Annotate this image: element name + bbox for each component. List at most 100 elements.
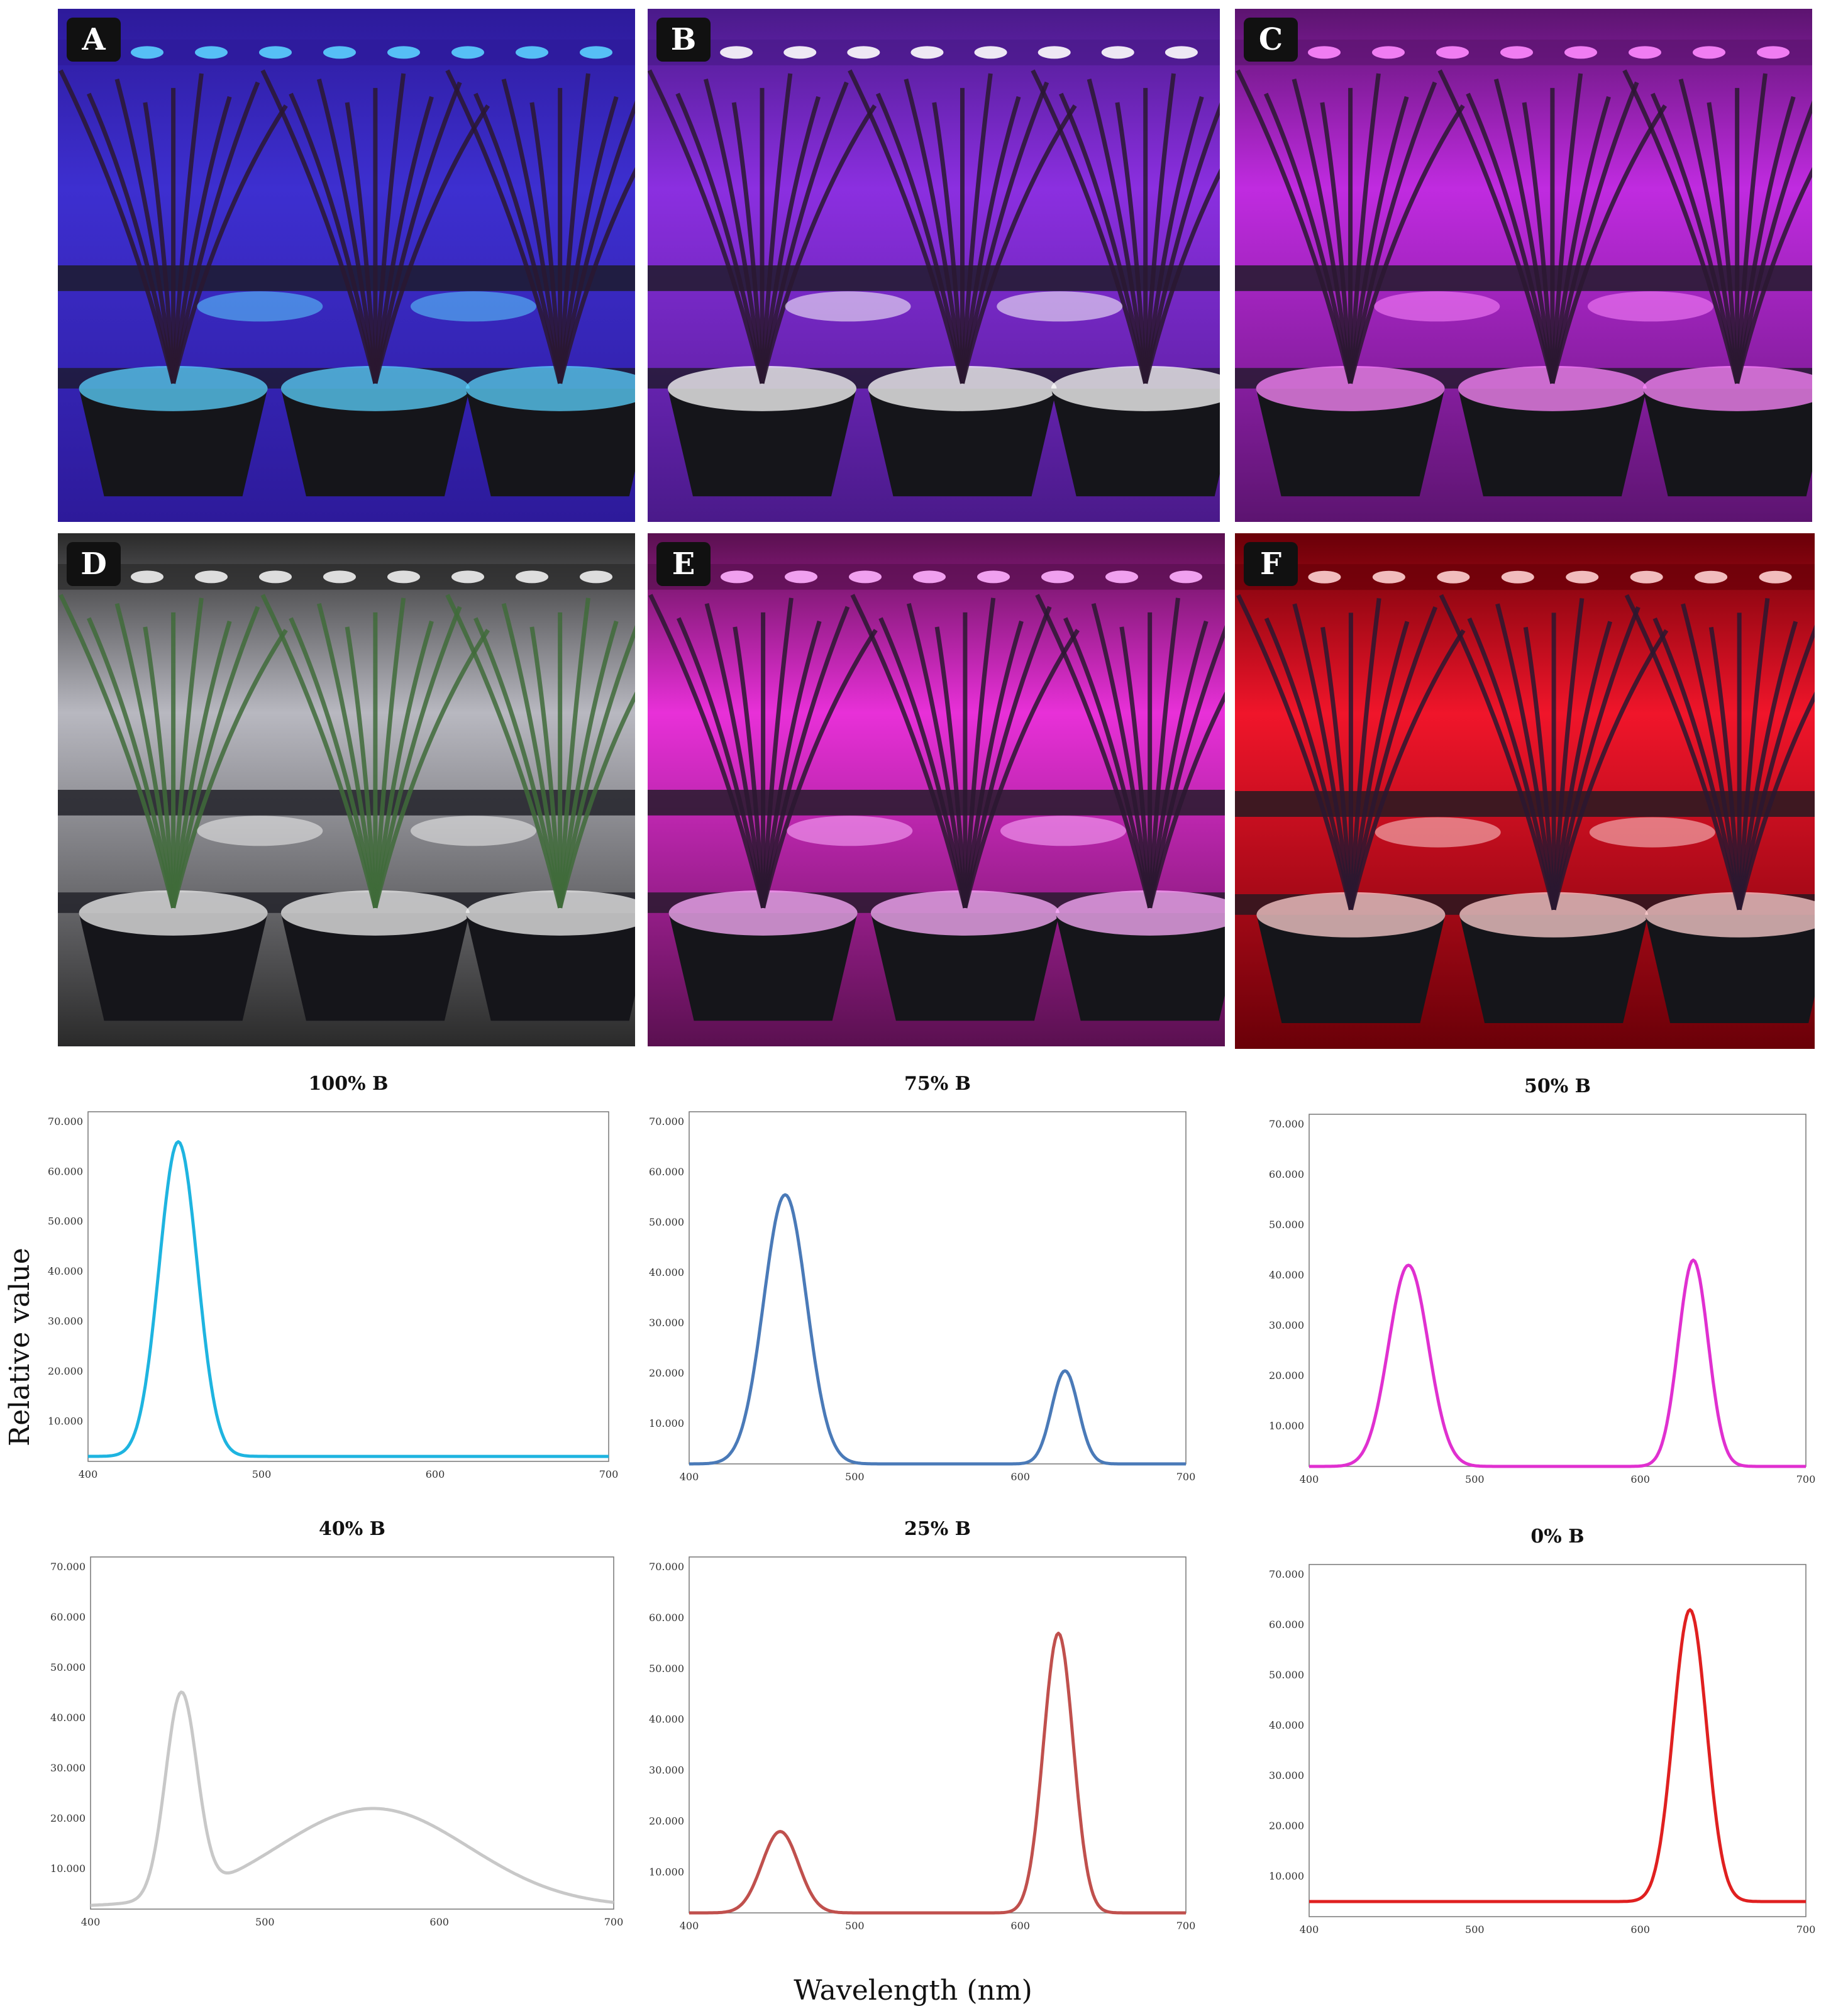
led-lamp bbox=[131, 46, 163, 59]
panel-label: D bbox=[67, 542, 121, 586]
y-tick-label: 50.000 bbox=[1269, 1219, 1304, 1231]
led-lamp bbox=[1500, 46, 1533, 59]
plant-leaf bbox=[760, 81, 849, 384]
led-lamp bbox=[1372, 46, 1405, 59]
plant-leaf bbox=[143, 102, 176, 384]
x-tick-label: 600 bbox=[1630, 1473, 1650, 1485]
plant-leaf bbox=[963, 606, 1052, 909]
plant-leaf bbox=[1264, 618, 1353, 911]
perlite-substrate bbox=[280, 365, 470, 411]
plant-leaf bbox=[1737, 624, 1815, 911]
plant-leaf bbox=[1263, 92, 1353, 384]
y-tick-label: 30.000 bbox=[1269, 1770, 1304, 1781]
photo-d: D bbox=[58, 533, 635, 1046]
plant-leaf bbox=[345, 102, 378, 384]
led-lamp bbox=[1437, 570, 1470, 584]
plant-leaf bbox=[171, 96, 232, 384]
plant-leaf bbox=[316, 79, 378, 384]
led-lamp bbox=[720, 46, 753, 59]
plant-leaf bbox=[934, 626, 968, 908]
perlite-substrate bbox=[1375, 817, 1501, 848]
y-tick-label: 50.000 bbox=[649, 1663, 684, 1675]
plant-leaf bbox=[1148, 691, 1225, 909]
plant-leaf bbox=[675, 92, 765, 384]
led-lamp bbox=[1436, 46, 1469, 59]
perlite-substrate bbox=[668, 890, 858, 936]
led-lamp bbox=[1170, 570, 1202, 584]
y-tick-label: 70.000 bbox=[48, 1116, 83, 1127]
pot bbox=[1256, 388, 1445, 497]
plant-leaf bbox=[1550, 104, 1668, 384]
led-lamp bbox=[977, 570, 1010, 584]
y-tick-label: 60.000 bbox=[48, 1165, 83, 1177]
led-lamp bbox=[451, 570, 484, 584]
chart-50b: 50% B 400 500 600 700 10.000 20.000 30.000 40.00… bbox=[1269, 1075, 1815, 1485]
plant-leaf bbox=[1622, 69, 1740, 384]
led-lamp bbox=[259, 570, 292, 584]
plant-leaf bbox=[1678, 79, 1740, 384]
photo-scene bbox=[1235, 9, 1812, 522]
y-tick-label: 70.000 bbox=[649, 1116, 684, 1127]
y-tick-label: 40.000 bbox=[50, 1712, 86, 1724]
x-tick-label: 400 bbox=[1300, 1924, 1319, 1936]
plant-leaf bbox=[1148, 620, 1209, 909]
pot bbox=[1642, 388, 1812, 497]
plant-leaf bbox=[1551, 597, 1585, 910]
photo-scene bbox=[58, 9, 635, 522]
plant-leaf bbox=[373, 73, 406, 384]
plant-leaf bbox=[1735, 100, 1812, 384]
panel-label: C bbox=[1244, 18, 1298, 62]
led-lamp bbox=[323, 570, 356, 584]
chart-title: 0% B bbox=[1530, 1526, 1585, 1548]
plant-leaf bbox=[316, 603, 378, 909]
plant-leaf bbox=[761, 620, 822, 909]
spectrum-plot: 400 500 600 700 10.000 20.000 30.000 40.000 50.0… bbox=[50, 1556, 623, 1928]
perlite-substrate bbox=[668, 365, 856, 411]
led-lamp bbox=[387, 570, 420, 584]
plant-leaf bbox=[963, 597, 996, 908]
pot bbox=[868, 388, 1057, 497]
pot bbox=[280, 912, 470, 1021]
perlite-substrate bbox=[465, 890, 635, 936]
led-lamp bbox=[974, 46, 1007, 59]
led-lamp bbox=[1759, 570, 1792, 584]
plant-leaf bbox=[1495, 603, 1556, 911]
plant-leaf bbox=[373, 81, 462, 384]
plant-leaf bbox=[1091, 603, 1153, 909]
panel-label: E bbox=[656, 542, 711, 586]
plant-leaf bbox=[1624, 594, 1742, 911]
plant-leaf bbox=[1550, 81, 1639, 384]
y-tick-label: 40.000 bbox=[1269, 1719, 1304, 1731]
plant-leaf bbox=[260, 594, 378, 909]
plant-leaf bbox=[558, 73, 590, 384]
y-tick-label: 20.000 bbox=[1269, 1820, 1304, 1832]
plant-leaf bbox=[1143, 168, 1220, 384]
perlite-substrate bbox=[197, 291, 323, 322]
plant-leaf bbox=[963, 620, 1024, 909]
plant-leaf bbox=[848, 69, 965, 384]
y-tick-label: 70.000 bbox=[50, 1561, 86, 1573]
perlite-substrate bbox=[868, 365, 1057, 411]
led-lamp bbox=[516, 570, 548, 584]
plant-leaf bbox=[373, 629, 490, 909]
x-tick-label: 500 bbox=[1465, 1924, 1485, 1936]
photo-scene bbox=[58, 533, 635, 1046]
x-tick-label: 600 bbox=[1630, 1924, 1650, 1936]
plant-leaf bbox=[960, 81, 1049, 384]
plant-leaf bbox=[1735, 167, 1812, 384]
led-lamp bbox=[721, 570, 753, 584]
x-tick-label: 400 bbox=[79, 1468, 98, 1480]
perlite-substrate bbox=[1642, 365, 1812, 411]
perlite-substrate bbox=[79, 365, 268, 411]
led-lamp bbox=[1501, 570, 1534, 584]
led-lamp bbox=[323, 46, 356, 59]
plant-leaf bbox=[1652, 618, 1742, 911]
plant-leaf bbox=[1059, 92, 1148, 384]
panel-label: A bbox=[67, 18, 121, 62]
plant-leaf bbox=[1439, 594, 1556, 911]
plant-leaf bbox=[529, 102, 563, 384]
plant-leaf bbox=[1063, 617, 1153, 909]
y-tick-label: 40.000 bbox=[649, 1266, 684, 1278]
plot-frame bbox=[90, 1556, 614, 1910]
x-tick-label: 400 bbox=[680, 1471, 699, 1483]
